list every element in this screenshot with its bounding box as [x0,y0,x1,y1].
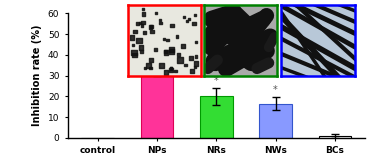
Point [132,30,138,33]
Point [174,35,180,38]
Point [161,37,167,40]
Point [193,62,199,65]
Point [180,45,186,48]
Bar [318,136,351,138]
Point [176,53,182,56]
Point [140,21,146,24]
Bar [200,96,232,138]
Point [148,58,154,61]
Point [149,30,155,33]
Point [163,51,169,54]
Point [182,64,188,66]
Point [177,59,183,61]
Point [148,25,154,28]
Point [184,19,190,22]
Point [188,57,194,59]
Point [181,15,187,18]
Point [139,24,145,27]
Point [138,50,144,53]
Point [186,18,192,20]
Point [189,70,195,72]
Point [165,38,171,41]
Point [193,41,199,44]
Point [192,66,198,68]
Text: *: * [273,85,278,95]
Point [158,21,164,24]
Point [168,48,174,51]
Point [131,51,137,54]
Point [169,24,175,27]
Point [136,39,142,42]
Point [169,50,175,53]
Point [153,48,159,51]
Point [159,64,165,67]
Point [145,65,151,67]
Point [132,54,138,56]
Text: *: * [214,76,218,86]
Point [168,69,174,71]
Point [142,67,148,69]
Point [138,46,144,49]
Point [153,12,159,14]
Point [192,14,198,16]
Point [147,67,153,69]
Point [193,55,199,58]
Point [130,44,136,46]
Bar [141,63,173,138]
Point [173,69,179,72]
Point [163,71,169,74]
Point [157,18,163,21]
Point [134,22,140,25]
Point [168,67,174,70]
Text: *: * [155,38,159,48]
Bar [259,103,292,138]
Point [162,50,168,53]
Point [137,21,143,24]
Point [168,66,174,69]
Y-axis label: Inhibition rate (%): Inhibition rate (%) [32,25,42,126]
Point [191,22,197,25]
Point [129,36,135,39]
Point [140,13,146,15]
Point [141,31,147,34]
Point [147,26,153,28]
Point [140,7,146,10]
